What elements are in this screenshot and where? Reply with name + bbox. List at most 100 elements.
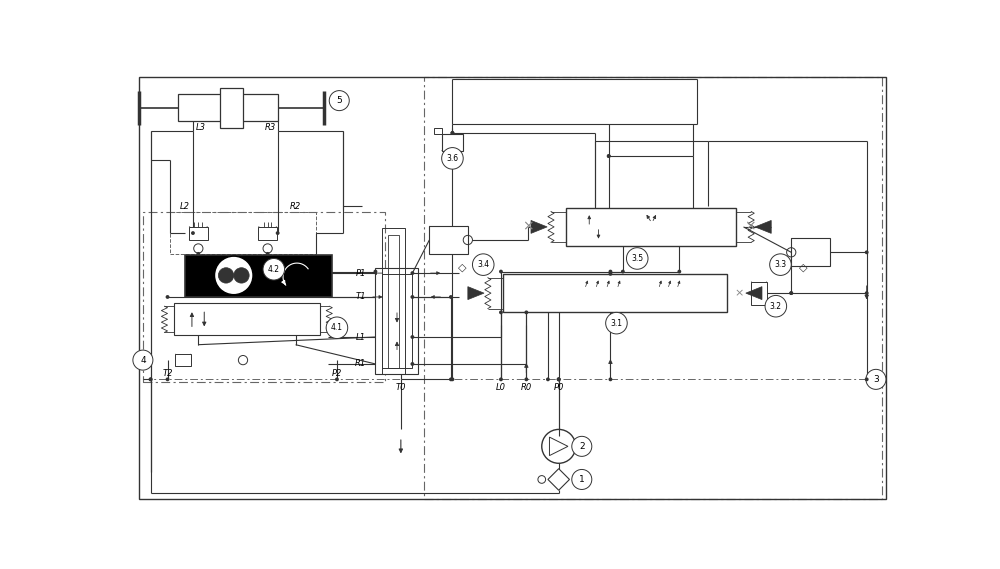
Circle shape — [607, 154, 611, 158]
Circle shape — [499, 311, 503, 314]
Circle shape — [133, 350, 153, 370]
Polygon shape — [755, 220, 771, 233]
Circle shape — [472, 254, 494, 275]
Circle shape — [789, 291, 793, 295]
Text: L3: L3 — [196, 123, 206, 132]
Bar — [220, 88, 243, 127]
Circle shape — [865, 250, 869, 254]
Bar — [175, 354, 191, 366]
Circle shape — [866, 369, 886, 389]
Circle shape — [499, 377, 503, 381]
Circle shape — [557, 377, 561, 381]
Circle shape — [374, 270, 377, 274]
Circle shape — [557, 377, 561, 381]
Bar — [185, 254, 332, 297]
Bar — [434, 127, 442, 134]
Polygon shape — [746, 287, 762, 300]
Bar — [174, 303, 320, 336]
Text: R2: R2 — [290, 201, 301, 211]
Bar — [382, 274, 412, 368]
Circle shape — [266, 252, 270, 256]
Text: R3: R3 — [264, 123, 276, 132]
Circle shape — [218, 267, 234, 283]
Bar — [424, 77, 882, 498]
Circle shape — [609, 270, 612, 274]
Bar — [751, 282, 767, 304]
Polygon shape — [468, 287, 484, 300]
Polygon shape — [549, 437, 568, 456]
Text: 2: 2 — [579, 442, 585, 451]
Circle shape — [621, 270, 625, 274]
Circle shape — [557, 377, 561, 381]
Circle shape — [524, 311, 528, 314]
Bar — [375, 267, 418, 374]
Circle shape — [166, 377, 169, 381]
Circle shape — [451, 131, 454, 135]
Circle shape — [770, 254, 791, 275]
Text: T1: T1 — [356, 292, 366, 302]
Bar — [189, 226, 208, 240]
Text: P2: P2 — [332, 369, 342, 378]
Circle shape — [524, 377, 528, 381]
Circle shape — [765, 295, 787, 317]
Text: 3: 3 — [873, 375, 879, 384]
Circle shape — [263, 258, 285, 280]
Circle shape — [410, 335, 414, 339]
Text: T0: T0 — [396, 382, 406, 391]
Text: 5: 5 — [336, 96, 342, 105]
Circle shape — [149, 377, 153, 381]
Text: 3.6: 3.6 — [446, 154, 459, 163]
Bar — [388, 234, 399, 368]
Bar — [791, 238, 830, 266]
Circle shape — [276, 231, 280, 235]
Text: ×: × — [522, 220, 534, 234]
Circle shape — [499, 270, 503, 274]
Polygon shape — [531, 220, 547, 233]
Text: L2: L2 — [180, 201, 190, 211]
Bar — [258, 226, 277, 240]
Text: L1: L1 — [356, 332, 366, 341]
Bar — [228, 94, 278, 121]
Circle shape — [410, 271, 414, 275]
Text: L0: L0 — [496, 382, 506, 391]
Text: 3.5: 3.5 — [631, 254, 643, 263]
Circle shape — [789, 291, 793, 295]
Circle shape — [191, 231, 195, 235]
Text: T2: T2 — [162, 369, 173, 378]
Text: R0: R0 — [521, 382, 532, 391]
Bar — [178, 94, 228, 121]
Text: ×: × — [735, 288, 744, 298]
Bar — [503, 274, 727, 312]
Text: P0: P0 — [554, 382, 564, 391]
Circle shape — [166, 295, 169, 299]
Circle shape — [451, 149, 454, 152]
Bar — [442, 134, 463, 151]
Circle shape — [609, 377, 612, 381]
Circle shape — [215, 256, 253, 295]
Circle shape — [865, 377, 869, 381]
Text: 4.1: 4.1 — [331, 323, 343, 332]
Circle shape — [449, 377, 453, 381]
Circle shape — [451, 377, 454, 381]
Circle shape — [677, 270, 681, 274]
Polygon shape — [548, 469, 569, 490]
Circle shape — [326, 317, 348, 339]
Text: 3.3: 3.3 — [774, 260, 787, 269]
Bar — [143, 212, 385, 382]
Circle shape — [572, 436, 592, 456]
Text: ◇: ◇ — [799, 263, 808, 273]
Text: 4: 4 — [140, 356, 146, 365]
Circle shape — [572, 469, 592, 489]
Circle shape — [449, 295, 453, 299]
Bar — [566, 208, 736, 246]
Circle shape — [442, 147, 463, 169]
Bar — [382, 228, 405, 374]
Circle shape — [626, 248, 648, 269]
Circle shape — [234, 267, 249, 283]
Text: R1: R1 — [355, 360, 366, 369]
Text: 4.2: 4.2 — [268, 265, 280, 274]
Text: ×: × — [744, 220, 755, 234]
Text: P1: P1 — [356, 269, 366, 278]
Text: 1: 1 — [579, 475, 585, 484]
Circle shape — [410, 362, 414, 366]
